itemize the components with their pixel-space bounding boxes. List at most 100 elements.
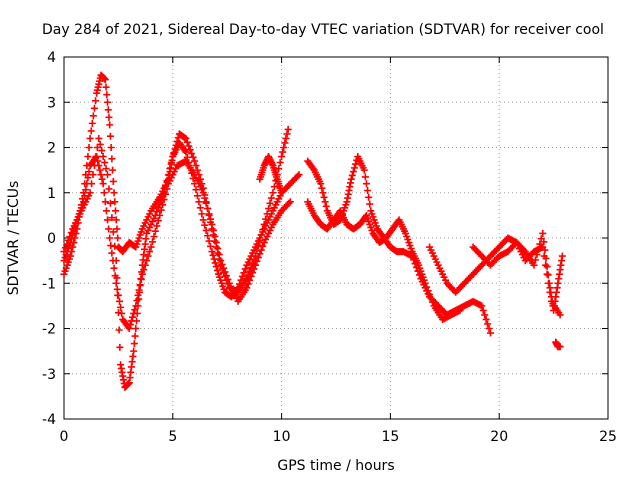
data-point: [558, 252, 566, 260]
data-point: [276, 159, 284, 167]
data-point: [182, 148, 190, 156]
data-point: [130, 340, 138, 348]
data-point: [117, 303, 125, 311]
data-point: [556, 343, 564, 351]
data-point: [136, 281, 144, 289]
data-point: [96, 140, 104, 148]
data-point: [201, 194, 209, 202]
data-point: [249, 269, 257, 277]
data-point: [257, 246, 265, 254]
data-point: [160, 196, 168, 204]
data-point: [260, 220, 268, 228]
data-point: [295, 171, 303, 179]
data-point: [366, 200, 374, 208]
data-point: [69, 243, 77, 251]
data-point: [199, 216, 207, 224]
y-tick-label: -2: [42, 322, 56, 338]
data-point: [131, 332, 139, 340]
data-point: [67, 239, 75, 247]
data-point: [92, 97, 100, 105]
data-point: [132, 302, 140, 310]
data-point: [160, 189, 168, 197]
data-point: [101, 76, 109, 84]
data-point: [421, 279, 429, 287]
data-point: [141, 261, 149, 269]
x-tick-label: 15: [381, 429, 399, 445]
data-point: [269, 189, 277, 197]
x-axis-label: GPS time / hours: [277, 458, 394, 474]
data-point: [108, 155, 116, 163]
data-point: [481, 311, 489, 319]
data-point: [364, 186, 372, 194]
data-point: [140, 266, 148, 274]
data-point: [104, 171, 112, 179]
data-point: [426, 291, 434, 299]
data-point: [185, 142, 193, 150]
data-point: [207, 215, 215, 223]
data-point: [86, 134, 94, 142]
data-point: [150, 232, 158, 240]
data-point: [362, 180, 370, 188]
data-point: [173, 137, 181, 145]
data-point: [479, 306, 487, 314]
data-point: [105, 113, 113, 121]
data-point: [250, 265, 258, 273]
data-point: [113, 285, 121, 293]
data-point: [169, 153, 177, 161]
data-point: [254, 254, 262, 262]
data-point: [224, 275, 232, 283]
data-point: [531, 256, 539, 264]
data-point: [556, 311, 564, 319]
data-point: [540, 238, 548, 246]
data-point: [215, 251, 223, 259]
y-tick-label: 3: [47, 95, 56, 111]
data-point: [108, 214, 116, 222]
data-point: [99, 153, 107, 161]
data-point: [241, 265, 249, 273]
data-point: [533, 251, 541, 259]
data-point: [93, 153, 101, 161]
data-point: [318, 184, 326, 192]
data-point: [238, 272, 246, 280]
data-point: [201, 221, 209, 229]
data-point: [109, 257, 117, 265]
data-point: [109, 177, 117, 185]
data-point: [104, 106, 112, 114]
data-point: [211, 232, 219, 240]
data-point: [246, 276, 254, 284]
data-point: [153, 222, 161, 230]
data-point: [317, 180, 325, 188]
data-point: [154, 217, 162, 225]
data-point: [188, 150, 196, 158]
data-point: [115, 297, 123, 305]
data-point: [321, 198, 329, 206]
data-point: [266, 199, 274, 207]
data-point: [281, 139, 289, 147]
series-trace-8: [469, 229, 566, 314]
data-point: [478, 302, 486, 310]
data-point: [85, 168, 93, 176]
data-point: [259, 226, 267, 234]
data-point: [157, 206, 165, 214]
data-point: [247, 272, 255, 280]
data-point: [125, 325, 133, 332]
data-point: [151, 227, 159, 235]
data-point: [167, 159, 175, 167]
data-point: [102, 165, 110, 173]
data-point: [199, 189, 207, 197]
data-point: [87, 127, 95, 135]
data-point: [110, 189, 118, 197]
y-tick-label: 0: [47, 231, 56, 247]
data-point: [107, 242, 115, 250]
data-point: [138, 270, 146, 278]
data-point: [107, 144, 115, 151]
data-point: [162, 190, 170, 198]
data-point: [114, 291, 122, 299]
series-trace-3: [60, 153, 294, 332]
data-point: [105, 185, 113, 193]
data-point: [97, 171, 105, 179]
data-point: [171, 145, 179, 153]
data-point: [100, 189, 108, 197]
data-point: [534, 245, 542, 253]
data-point: [205, 210, 213, 218]
